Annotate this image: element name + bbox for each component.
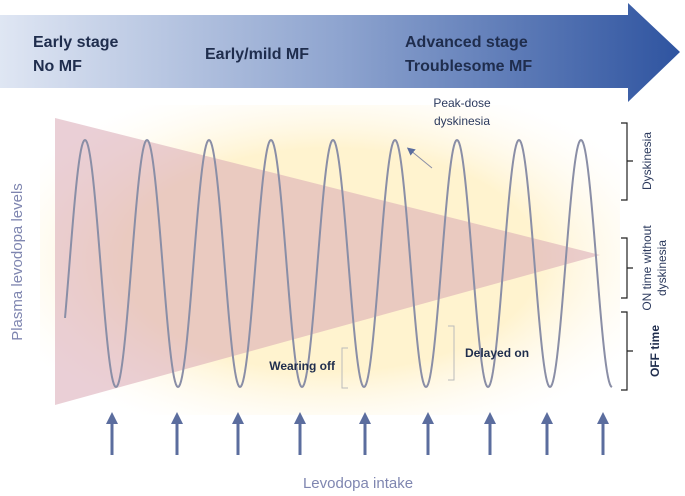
zone-brackets <box>621 122 633 391</box>
pink-wedge <box>55 118 600 405</box>
levodopa-wave <box>64 138 613 389</box>
intake-arrowhead <box>597 412 609 424</box>
intake-arrowhead <box>171 412 183 424</box>
zone-label: Dyskinesia <box>640 132 654 190</box>
x-axis-label: Levodopa intake <box>303 475 413 492</box>
intake-arrowhead <box>484 412 496 424</box>
stage-label: Advanced stage <box>405 34 528 51</box>
intake-arrows <box>106 412 609 455</box>
bracket <box>448 325 455 381</box>
annotation: Delayed on <box>465 346 529 360</box>
zone-label: ON time without <box>640 225 654 311</box>
intake-arrowhead <box>541 412 553 424</box>
bracket <box>341 347 348 389</box>
intake-arrowhead <box>422 412 434 424</box>
stage-label: No MF <box>33 58 82 75</box>
intake-arrowhead <box>106 412 118 424</box>
stage-label: Early/mild MF <box>205 46 309 63</box>
annotation: Wearing off <box>269 359 336 373</box>
pointer <box>406 147 433 169</box>
zone-label: OFF time <box>648 325 662 377</box>
intake-arrowhead <box>359 412 371 424</box>
intake-arrowhead <box>294 412 306 424</box>
stage-arrow <box>0 3 680 102</box>
annotation: Peak-dose <box>433 96 491 110</box>
y-axis-label: Plasma levodopa levels <box>9 183 26 341</box>
intake-arrowhead <box>232 412 244 424</box>
stage-label: Early stage <box>33 34 118 51</box>
stage-label: Troublesome MF <box>405 58 532 75</box>
annotation: dyskinesia <box>434 114 490 128</box>
zone-label: dyskinesia <box>655 240 669 296</box>
